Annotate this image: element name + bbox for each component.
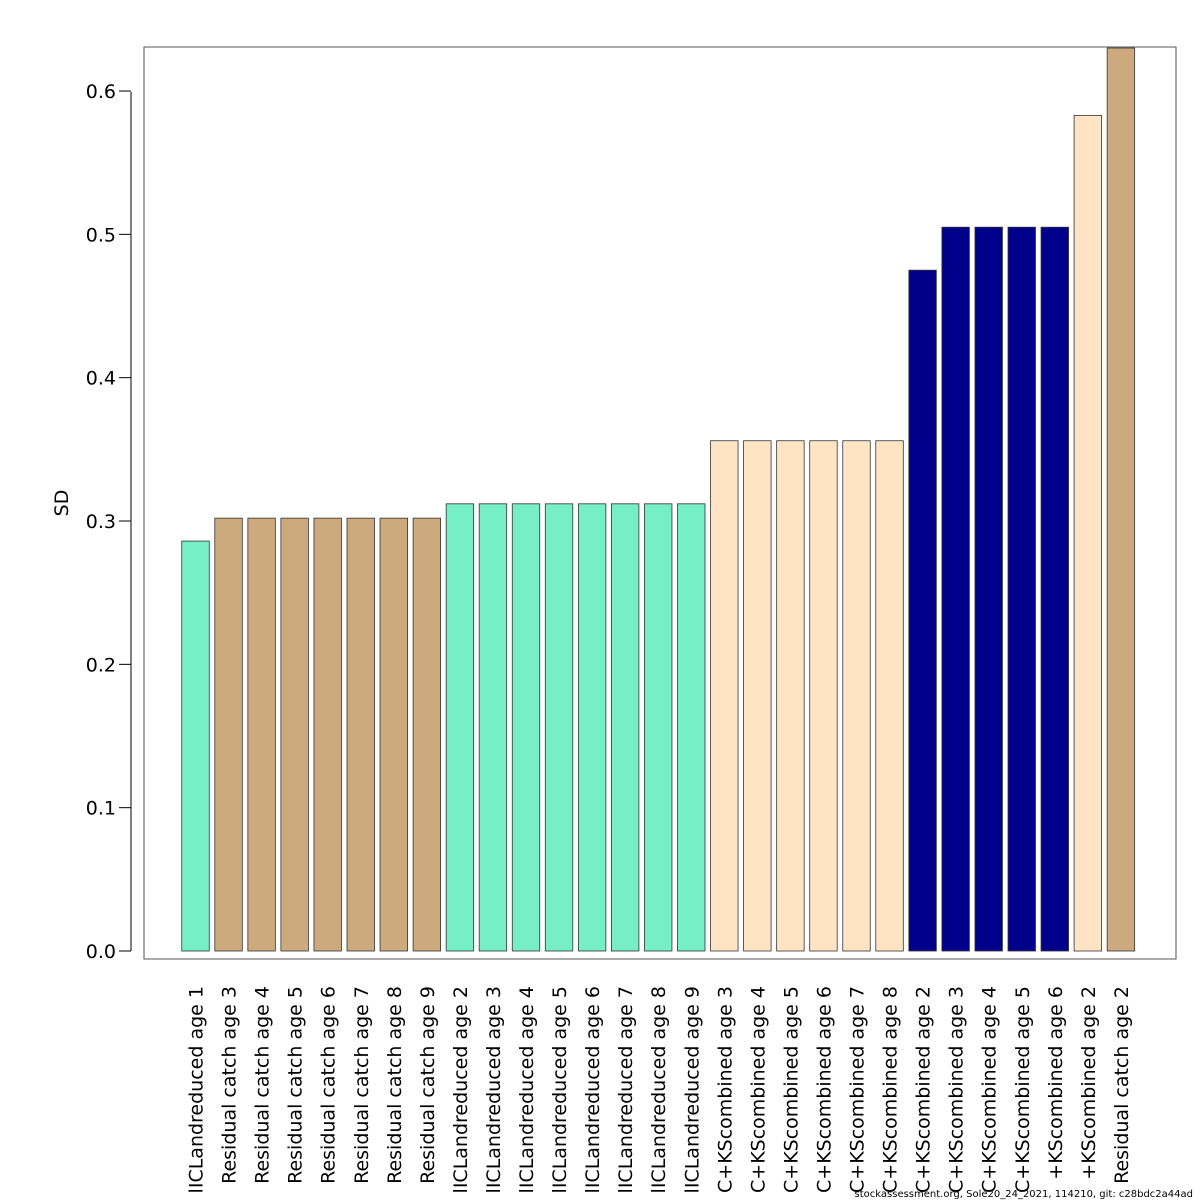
- bar: [1040, 226, 1069, 952]
- bar: [346, 517, 375, 952]
- category-label: lICLandreduced age 8: [648, 986, 670, 1193]
- bar: [544, 503, 574, 952]
- category-label: lICLandreduced age 2: [450, 986, 472, 1193]
- bar: [214, 517, 243, 952]
- category-label: +KScombined age 2: [1078, 986, 1100, 1180]
- bars: [181, 47, 1136, 952]
- bar: [511, 503, 541, 952]
- category-label: Residual catch age 9: [417, 986, 439, 1184]
- bar: [710, 440, 739, 952]
- category-label: C+KScombined age 5: [1012, 986, 1034, 1193]
- category-label: lICLandreduced age 4: [516, 986, 538, 1193]
- category-label: C+KScombined age 4: [747, 986, 769, 1193]
- category-label: lICLandreduced age 6: [582, 986, 604, 1193]
- footer-note: stockassessment.org, Sole20_24_2021, 114…: [855, 1189, 1193, 1200]
- y-tick-label: 0.3: [86, 511, 116, 533]
- category-label: Residual catch age 2: [1111, 986, 1133, 1184]
- y-tick-label: 0.2: [86, 654, 116, 676]
- category-label: C+KScombined age 7: [847, 986, 869, 1193]
- y-tick-label: 0.5: [86, 224, 116, 246]
- category-label: C+KScombined age 5: [780, 986, 802, 1193]
- category-label: Residual catch age 7: [351, 986, 373, 1184]
- bar: [1073, 114, 1102, 952]
- bar: [611, 503, 640, 952]
- category-label: Residual catch age 4: [252, 986, 274, 1184]
- bar: [743, 440, 772, 952]
- category-label: lICLandreduced age 7: [615, 986, 637, 1193]
- bar: [1007, 226, 1036, 952]
- bar: [478, 503, 508, 952]
- bar: [842, 440, 871, 952]
- bar: [809, 440, 838, 952]
- y-axis-ticks: 0.0 0.1 0.2 0.3 0.4 0.5 0.6: [86, 81, 131, 963]
- category-label: Residual catch age 6: [318, 986, 340, 1184]
- category-label: C+KScombined age 8: [880, 986, 902, 1193]
- category-label: C+KScombined age 3: [946, 986, 968, 1193]
- category-label: lICLandreduced age 1: [186, 986, 208, 1193]
- category-label: C+KScombined age 2: [913, 986, 935, 1193]
- category-label: lICLandreduced age 9: [681, 986, 703, 1193]
- y-tick-label: 0.1: [86, 798, 116, 820]
- bar: [313, 517, 342, 952]
- category-label: Residual catch age 3: [219, 986, 241, 1184]
- bar: [875, 440, 904, 952]
- bar: [247, 517, 276, 952]
- bar: [445, 503, 475, 952]
- category-label: C+KScombined age 6: [813, 986, 835, 1193]
- bar: [941, 226, 970, 952]
- bar: [379, 517, 408, 952]
- y-axis-title: SD: [51, 490, 73, 517]
- bar: [280, 517, 309, 952]
- bar: [908, 269, 937, 952]
- y-tick-label: 0.6: [86, 81, 116, 103]
- plot-frame: [143, 46, 1177, 960]
- category-label: C+KScombined age 3: [714, 986, 736, 1193]
- bar: [577, 503, 607, 952]
- bar: [412, 517, 442, 952]
- bar: [974, 226, 1003, 952]
- category-label: C+KScombined age 4: [979, 986, 1001, 1193]
- category-labels: lICLandreduced age 1 Residual catch age 3…: [186, 986, 1133, 1193]
- bar: [181, 540, 210, 952]
- category-label: +KScombined age 6: [1045, 986, 1067, 1180]
- y-tick-label: 0.4: [86, 368, 116, 390]
- bar: [776, 440, 805, 952]
- y-tick-label: 0.0: [86, 941, 116, 963]
- category-label: Residual catch age 5: [285, 986, 307, 1184]
- category-label: Residual catch age 8: [384, 986, 406, 1184]
- bar: [677, 503, 706, 952]
- category-label: lICLandreduced age 3: [483, 986, 505, 1193]
- bar: [1106, 47, 1136, 952]
- bar: [644, 503, 673, 952]
- category-label: lICLandreduced age 5: [549, 986, 571, 1193]
